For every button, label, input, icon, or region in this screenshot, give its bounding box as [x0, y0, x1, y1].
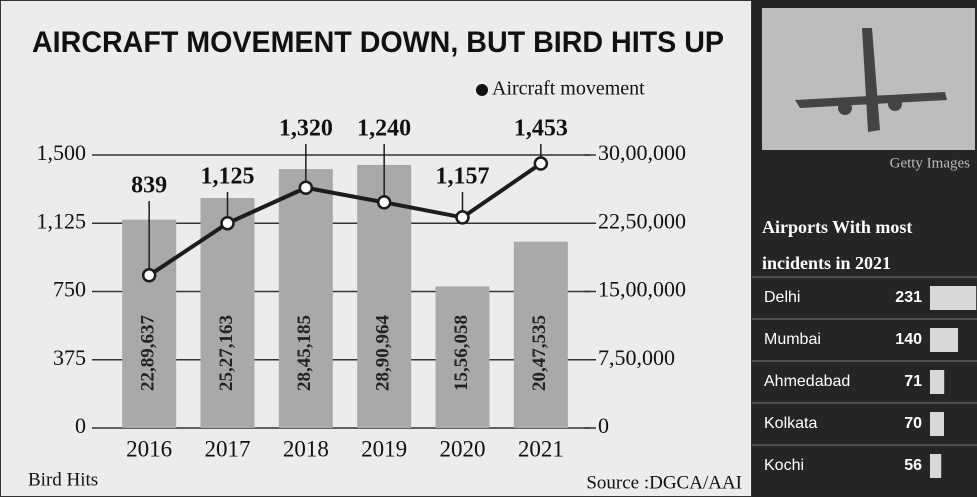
y-axis-label: Bird Hits [28, 469, 98, 490]
line-value-label: 1,453 [514, 116, 568, 142]
airport-value: 70 [904, 415, 922, 432]
sidebar-heading: Airports With most [762, 217, 912, 237]
airport-value: 231 [895, 289, 922, 306]
bar [278, 169, 333, 428]
airport-name: Mumbai [764, 331, 821, 348]
airport-bar [930, 454, 942, 478]
bar-value-label: 15,56,058 [451, 315, 472, 391]
line-value-label: 839 [131, 173, 167, 199]
bar [200, 198, 255, 428]
y2-tick-label: 22,50,000 [598, 208, 686, 233]
y-tick-label: 750 [53, 277, 86, 302]
x-tick-label: 2019 [361, 436, 407, 461]
bar-value-label: 28,90,964 [373, 315, 394, 392]
chart-title: AIRCRAFT MOVEMENT DOWN, BUT BIRD HITS UP [32, 26, 724, 59]
airport-bar [930, 412, 944, 436]
bar [435, 286, 490, 428]
airport-name: Delhi [764, 289, 800, 306]
y-tick-label: 1,125 [37, 208, 87, 233]
y2-tick-label: 7,50,000 [598, 345, 675, 370]
sidebar-heading: incidents in 2021 [762, 253, 891, 273]
line-value-label: 1,240 [357, 116, 411, 142]
plane-icon [795, 28, 947, 132]
photo-credit: Getty Images [890, 155, 971, 171]
airport-value: 71 [904, 373, 922, 390]
bar [513, 241, 568, 428]
line-value-label: 1,320 [279, 116, 333, 142]
y2-tick-label: 0 [598, 413, 609, 438]
y2-tick-label: 15,00,000 [598, 277, 686, 302]
airport-name: Kochi [764, 457, 804, 474]
legend-marker [476, 84, 488, 96]
legend-label: Aircraft movement [492, 78, 645, 100]
source: Source :DGCA/AAI [586, 472, 742, 493]
airport-name: Ahmedabad [764, 373, 850, 390]
x-tick-label: 2020 [440, 436, 486, 461]
line-point [141, 268, 157, 283]
line-value-label: 1,125 [201, 164, 255, 190]
bar-value-label: 25,27,163 [216, 315, 237, 391]
airport-bar [930, 286, 977, 310]
airport-bar [930, 328, 958, 352]
y-tick-label: 0 [75, 413, 86, 438]
airport-value: 56 [904, 457, 922, 474]
x-tick-label: 2021 [518, 436, 564, 461]
airport-value: 140 [895, 331, 922, 348]
bar-value-label: 28,45,185 [294, 315, 315, 391]
line-point [376, 195, 392, 210]
bar-value-label: 22,89,637 [138, 315, 159, 392]
y-tick-label: 375 [53, 345, 86, 370]
line-point [533, 156, 549, 171]
bar-value-label: 20,47,535 [529, 315, 550, 391]
x-tick-label: 2016 [126, 436, 172, 461]
x-tick-label: 2017 [205, 436, 251, 461]
y-tick-label: 1,500 [37, 140, 87, 165]
y2-tick-label: 30,00,000 [598, 140, 686, 165]
line-value-label: 1,157 [436, 164, 490, 190]
airport-name: Kolkata [764, 415, 817, 432]
line-point [298, 180, 314, 196]
x-tick-label: 2018 [283, 436, 329, 461]
line-point [455, 210, 470, 225]
line [148, 161, 542, 277]
line-point [220, 216, 235, 231]
airport-bar [930, 370, 945, 394]
